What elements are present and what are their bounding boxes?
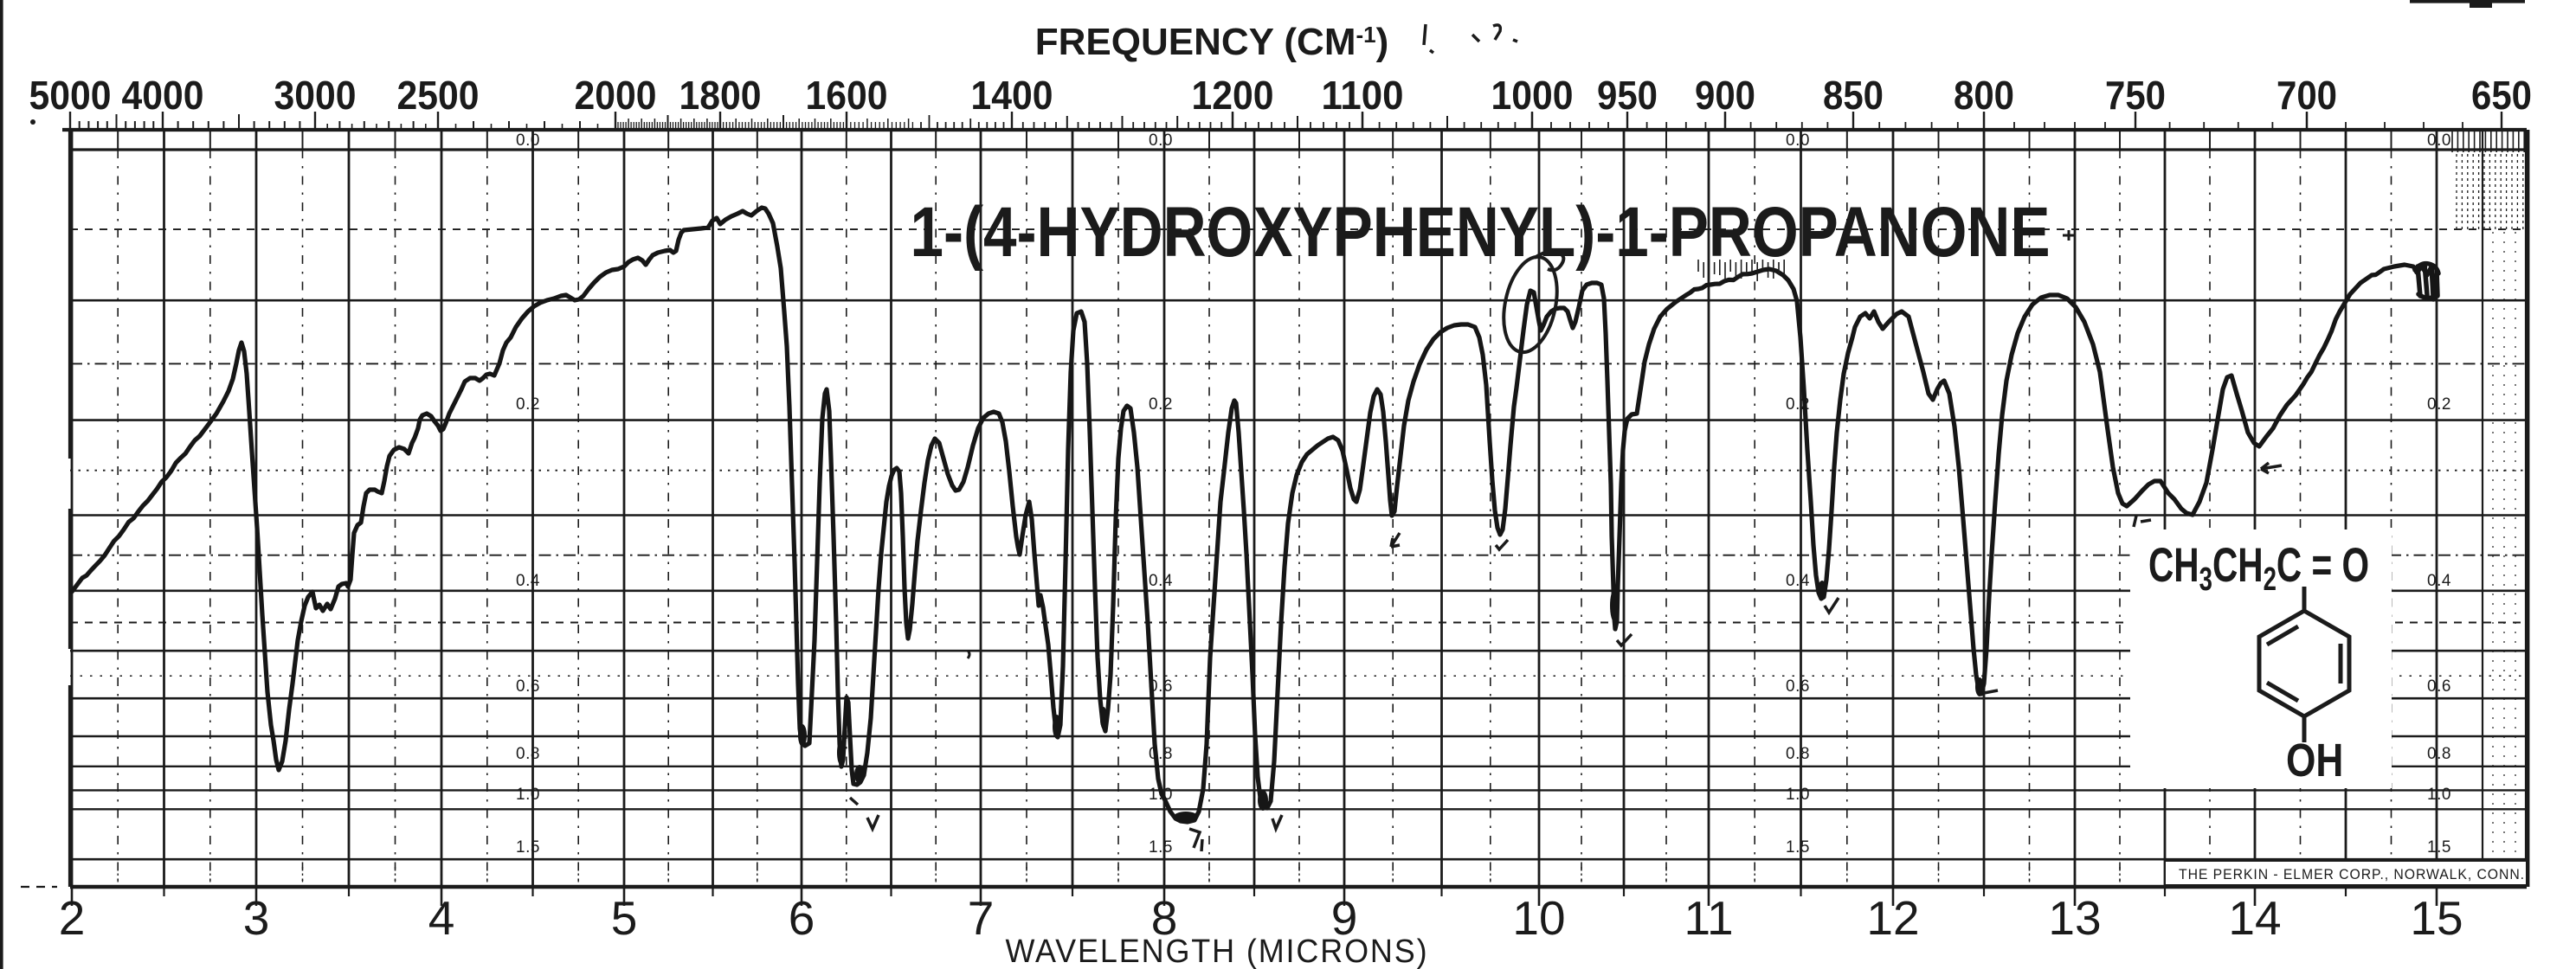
svg-text:800: 800 [1954,73,2014,118]
svg-text:1.5: 1.5 [1786,838,1810,857]
svg-text:650: 650 [2471,73,2532,118]
svg-text:2000: 2000 [575,73,657,118]
svg-text:6: 6 [789,891,815,945]
svg-text:0.8: 0.8 [2427,745,2451,763]
svg-text:8: 8 [1151,891,1178,945]
svg-text:9: 9 [1331,891,1358,945]
svg-text:1.0: 1.0 [1786,786,1810,804]
svg-text:0.6: 0.6 [2427,677,2451,696]
svg-text:5: 5 [611,891,638,945]
svg-text:14: 14 [2228,891,2281,945]
svg-text:THE PERKIN - ELMER CORP., NORW: THE PERKIN - ELMER CORP., NORWALK, CONN. [2179,866,2525,882]
svg-text:1000: 1000 [1491,73,1574,118]
svg-text:1.0: 1.0 [516,786,540,804]
svg-text:0.8: 0.8 [1149,745,1173,763]
svg-text:0.2: 0.2 [516,395,540,414]
svg-text:12: 12 [1866,891,1919,945]
svg-text:1.5: 1.5 [2427,838,2451,857]
svg-text:1200: 1200 [1192,73,1274,118]
svg-text:1400: 1400 [971,73,1053,118]
svg-text:750: 750 [2105,73,2166,118]
svg-text:0.0: 0.0 [516,132,540,150]
svg-text:0.8: 0.8 [1786,745,1810,763]
svg-text:2: 2 [59,891,86,945]
svg-text:950: 950 [1597,73,1658,118]
svg-text:1.5: 1.5 [1149,838,1173,857]
svg-text:CH3CH2C = O: CH3CH2C = O [2148,539,2369,598]
svg-text:4000: 4000 [122,73,204,118]
svg-text:5000: 5000 [29,73,112,118]
svg-text:1800: 1800 [679,73,762,118]
svg-text:0.0: 0.0 [2427,132,2451,150]
svg-text:0.2: 0.2 [2427,395,2451,414]
svg-text:4: 4 [428,891,455,945]
svg-text:11: 11 [1684,891,1733,945]
svg-text:10: 10 [1512,891,1565,945]
svg-text:15: 15 [2410,891,2463,945]
svg-text:3000: 3000 [274,73,357,118]
svg-text:1100: 1100 [1322,73,1404,118]
svg-text:1600: 1600 [806,73,888,118]
svg-text:3: 3 [243,891,270,945]
svg-text:OH: OH [2286,735,2343,786]
svg-text:0.6: 0.6 [516,677,540,696]
svg-text:0.4: 0.4 [1786,572,1810,590]
svg-text:WAVELENGTH (MICRONS): WAVELENGTH (MICRONS) [1006,934,1429,969]
svg-text:0.4: 0.4 [516,572,540,590]
svg-text:7: 7 [968,891,995,945]
svg-text:0.2: 0.2 [1149,395,1173,414]
svg-text:0.8: 0.8 [516,745,540,763]
svg-text:0.6: 0.6 [1786,677,1810,696]
svg-text:700: 700 [2277,73,2337,118]
svg-text:1.0: 1.0 [2427,786,2451,804]
svg-text:1-(4-HYDROXYPHENYL)-1-PROPANON: 1-(4-HYDROXYPHENYL)-1-PROPANONE [911,193,2051,272]
svg-text:13: 13 [2048,891,2101,945]
svg-text:0.6: 0.6 [1149,677,1173,696]
svg-text:0.0: 0.0 [1786,132,1810,150]
svg-text:0.4: 0.4 [2427,572,2451,590]
svg-text:1.5: 1.5 [516,838,540,857]
svg-text:900: 900 [1695,73,1755,118]
svg-text:FREQUENCY (CM-1): FREQUENCY (CM-1) [1035,21,1389,63]
svg-text:2500: 2500 [397,73,480,118]
svg-text:0.4: 0.4 [1149,572,1173,590]
svg-text:0.0: 0.0 [1149,132,1173,150]
svg-text:850: 850 [1823,73,1884,118]
